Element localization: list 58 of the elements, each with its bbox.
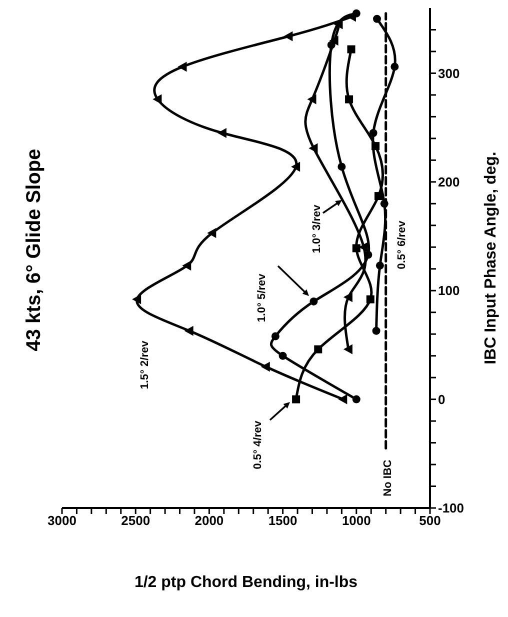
point [366, 295, 374, 304]
text: 0.5° 4/rev [252, 420, 264, 470]
x-tick-label: 1500 [268, 513, 298, 528]
text: 43 kts, 6° Glide Slope [23, 148, 45, 352]
point [182, 260, 192, 271]
point [352, 244, 360, 252]
point [307, 94, 316, 104]
point [217, 128, 226, 138]
point [310, 297, 318, 306]
point [132, 294, 142, 304]
point [352, 9, 360, 18]
point [372, 326, 380, 335]
point [152, 94, 162, 104]
text: 0.5° 6/rev [396, 220, 408, 270]
text: No IBC [382, 460, 394, 496]
point [343, 344, 352, 354]
text: 1.5° 2/rev [139, 340, 151, 390]
point [380, 200, 388, 208]
point [308, 143, 318, 154]
point [292, 395, 300, 404]
point [369, 129, 378, 137]
x-tick-label: 1000 [342, 513, 371, 528]
point [329, 36, 338, 46]
point [291, 162, 300, 172]
point [358, 242, 368, 252]
point [284, 31, 293, 42]
y-tick-label: 300 [438, 66, 460, 81]
x-tick-label: 500 [419, 513, 441, 528]
point [374, 192, 382, 200]
x-tick-label: 2000 [194, 513, 224, 528]
x-axis-title: 1/2 ptp Chord Bending, in-lbs [134, 574, 358, 591]
text: 1.0° 5/rev [256, 272, 268, 322]
y-tick-label: 100 [438, 283, 460, 298]
point [338, 394, 348, 404]
y-tick-label: -100 [438, 500, 464, 516]
point [271, 332, 280, 340]
point [207, 228, 216, 238]
y-tick-label: 0 [438, 392, 446, 407]
point [338, 162, 346, 171]
point [352, 395, 360, 404]
point [327, 40, 336, 49]
point [314, 345, 322, 354]
point [260, 362, 270, 372]
x-tick-label: 3000 [48, 513, 76, 528]
point [278, 352, 287, 360]
text: 1.0° 3/rev [311, 204, 323, 254]
point [390, 62, 399, 71]
y-tick-label: 200 [438, 174, 460, 190]
point [376, 262, 384, 270]
point [373, 14, 382, 23]
point [345, 95, 354, 104]
y-axis-title: IBC Input Phase Angle, deg. [482, 152, 500, 364]
point [178, 62, 187, 72]
point [184, 326, 194, 336]
point [372, 142, 380, 150]
point [347, 45, 356, 54]
point [343, 292, 352, 302]
x-tick-label: 2500 [121, 513, 150, 528]
